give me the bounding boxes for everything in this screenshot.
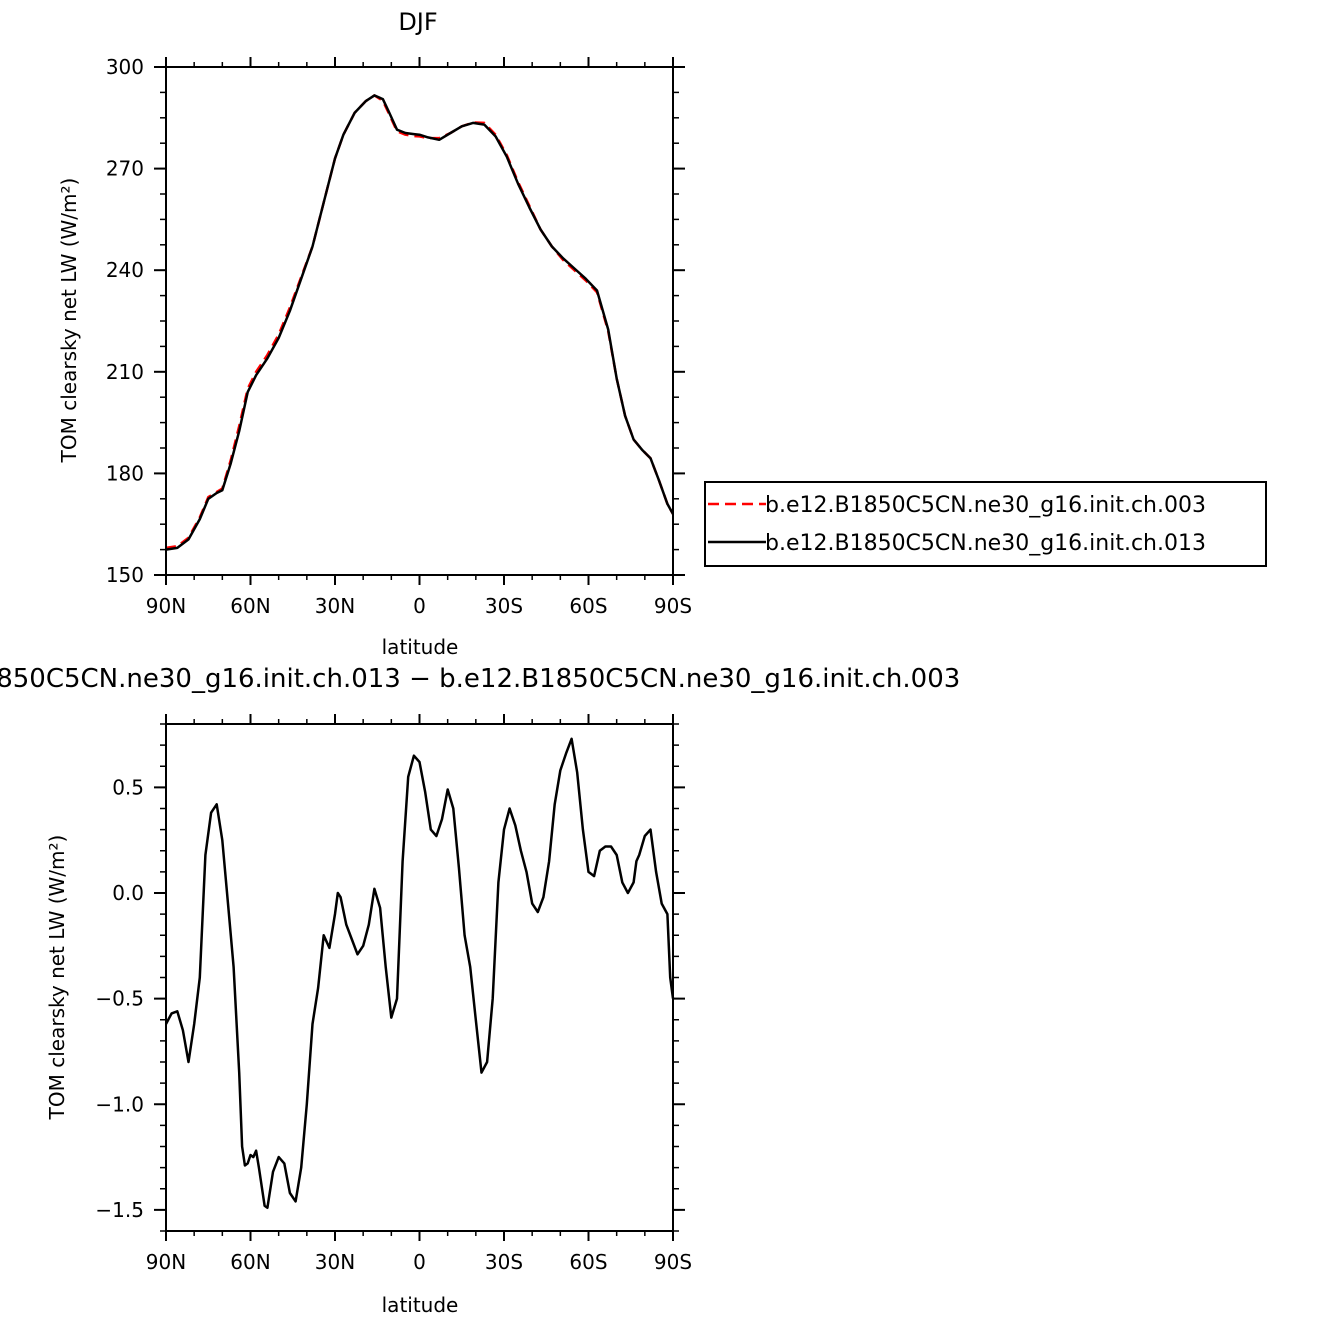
- legend-label-series-1: b.e12.B1850C5CN.ne30_g16.init.ch.003: [765, 493, 1206, 518]
- x-tick-label: 30S: [485, 1250, 523, 1274]
- y-tick-label: −1.5: [95, 1198, 144, 1222]
- x-tick-label: 90N: [146, 594, 186, 618]
- plot-frame: [165, 66, 674, 576]
- x-tick-label: 90S: [654, 594, 692, 618]
- x-tick-label: 0: [413, 594, 426, 618]
- y-tick-label: 0.0: [112, 881, 144, 905]
- bottom-chart-y-axis-label: TOM clearsky net LW (W/m²): [45, 835, 69, 1121]
- x-tick-label: 90S: [654, 1250, 692, 1274]
- y-tick-label: 270: [106, 157, 144, 181]
- top-chart-y-axis-label: TOM clearsky net LW (W/m²): [57, 178, 81, 464]
- x-tick-label: 30N: [315, 594, 355, 618]
- x-tick-label: 60N: [230, 594, 270, 618]
- top-chart-title: DJF: [398, 8, 437, 36]
- series-line-top-1: [165, 94, 675, 550]
- plot-frame: [165, 723, 674, 1232]
- y-tick-label: 180: [106, 461, 144, 485]
- top-chart-x-axis-label: latitude: [382, 635, 459, 659]
- y-tick-label: −1.0: [95, 1092, 144, 1116]
- series-line-bottom-1: [164, 737, 675, 1210]
- x-tick-label: 60N: [230, 1250, 270, 1274]
- x-tick-label: 60S: [569, 594, 607, 618]
- x-tick-label: 30S: [485, 594, 523, 618]
- y-tick-label: 300: [106, 55, 144, 79]
- bottom-chart-x-axis-label: latitude: [382, 1293, 459, 1317]
- y-tick-label: 240: [106, 258, 144, 282]
- y-tick-label: 210: [106, 360, 144, 384]
- legend-label-series-2: b.e12.B1850C5CN.ne30_g16.init.ch.013: [765, 531, 1206, 556]
- y-tick-label: 150: [106, 563, 144, 587]
- y-tick-label: 0.5: [112, 775, 144, 799]
- bottom-chart-title: b.e12.B1850C5CN.ne30_g16.init.ch.013 − b…: [0, 664, 960, 694]
- x-tick-label: 0: [413, 1250, 426, 1274]
- top-panel: DJF TOM clearsky net LW (W/m²) latitude …: [57, 8, 692, 659]
- x-tick-label: 90N: [146, 1250, 186, 1274]
- x-tick-label: 60S: [569, 1250, 607, 1274]
- y-tick-label: −0.5: [95, 987, 144, 1011]
- bottom-panel: b.e12.B1850C5CN.ne30_g16.init.ch.013 − b…: [0, 664, 960, 1317]
- legend: b.e12.B1850C5CN.ne30_g16.init.ch.003 b.e…: [704, 481, 1267, 567]
- series-line-top-2: [165, 94, 675, 551]
- legend-frame: [704, 481, 1267, 567]
- x-tick-label: 30N: [315, 1250, 355, 1274]
